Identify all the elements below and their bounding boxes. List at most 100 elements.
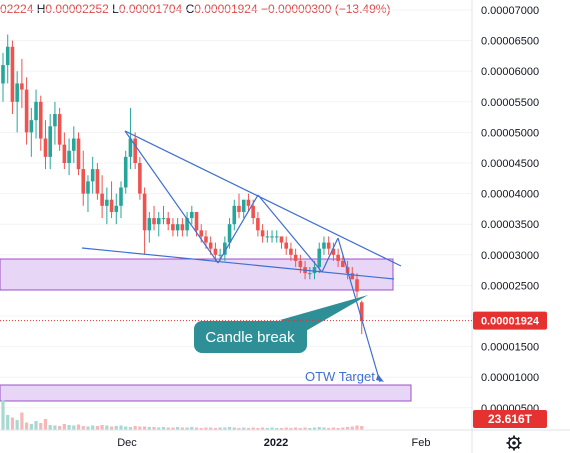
gear-icon[interactable]	[506, 435, 522, 451]
y-tick-label: 0.00005500	[481, 97, 539, 109]
last-price-text: 0.00001924	[481, 316, 540, 328]
candle-break-callout[interactable]: Candle break	[194, 295, 368, 353]
candle-body	[128, 138, 133, 157]
candle-body	[90, 169, 95, 182]
volume-bar	[232, 427, 236, 430]
volume-bar	[6, 415, 10, 430]
volume-bar	[303, 427, 307, 430]
candle-body	[119, 187, 123, 206]
y-tick-label: 0.00005000	[481, 127, 539, 139]
gear-tooth	[508, 445, 512, 449]
volume-bar	[91, 425, 95, 430]
volume-text: 23.616T	[488, 412, 533, 426]
volume-bar	[213, 428, 217, 430]
volume-bar	[161, 427, 166, 430]
volume-bar	[294, 427, 298, 430]
volume-bar	[218, 427, 222, 430]
candle-body	[175, 224, 180, 231]
candle-body	[237, 205, 241, 212]
volume-bar	[43, 419, 48, 430]
candle-body	[208, 242, 213, 249]
volume-bar	[298, 428, 302, 430]
candle-body	[86, 181, 90, 194]
candle-body	[100, 193, 104, 206]
volume-bar	[265, 428, 269, 430]
volume-bar	[227, 427, 232, 430]
candle-body	[180, 224, 185, 231]
time-axis[interactable]: Dec 2022 Feb	[117, 435, 522, 451]
ohlc-legend: 02224 H0.00002252 L0.00001704 C0.0000192…	[0, 2, 390, 16]
high-value: 0.00002252	[45, 2, 109, 16]
change-value: −0.00000300 (−13.49%)	[261, 2, 391, 16]
candle-body	[359, 302, 364, 321]
support-zones	[0, 258, 412, 402]
volume-bar	[209, 427, 213, 430]
gear-tooth	[516, 437, 520, 441]
candle-body	[5, 46, 10, 66]
volume-bar	[100, 425, 104, 430]
candle-body	[1, 65, 5, 84]
volume-bar	[25, 422, 29, 430]
volume-bar	[327, 428, 331, 430]
volume-bar	[72, 425, 76, 430]
candle-body	[218, 254, 222, 256]
candle-body	[62, 144, 67, 163]
candle-body	[114, 205, 119, 212]
y-tick-label: 0.00001500	[481, 342, 539, 354]
candle-body	[355, 279, 359, 292]
volume-bar	[275, 428, 279, 430]
volume-bar	[199, 428, 203, 430]
y-tick-label: 0.00001000	[481, 372, 539, 384]
volume-bar	[143, 426, 147, 430]
volume-bar	[242, 427, 246, 430]
volume-bar	[114, 426, 118, 430]
candle-body	[166, 218, 170, 225]
last-price-badge	[473, 311, 547, 330]
candle-body	[350, 273, 355, 280]
candle-body	[289, 248, 293, 255]
y-tick-label: 0.00002500	[481, 280, 539, 292]
wedge-leg-1	[124, 130, 219, 264]
volume-badge	[473, 410, 547, 428]
y-tick-label: 0.00006500	[481, 36, 539, 48]
candle-body	[246, 199, 251, 206]
candle-body	[298, 260, 303, 268]
volume-bar	[331, 427, 335, 430]
volume-bar	[124, 426, 128, 430]
volume-bar	[39, 423, 43, 430]
candle-body	[142, 193, 147, 231]
candle-body	[326, 242, 331, 249]
volume-bar	[190, 427, 194, 430]
wedge-leg-3	[257, 194, 323, 273]
volume-bar	[15, 420, 19, 430]
candle-body	[133, 138, 137, 163]
candle-body	[43, 138, 48, 157]
candle-body	[161, 218, 166, 220]
candle-body	[279, 236, 284, 243]
volume-bar	[171, 427, 175, 430]
volume-bar	[322, 427, 326, 430]
candle-body	[204, 236, 208, 243]
candle-body	[57, 114, 62, 145]
candle-body	[123, 156, 128, 188]
volume-bar	[133, 426, 137, 430]
candle-body	[156, 218, 161, 225]
candle-body	[24, 89, 29, 133]
candle-body	[10, 46, 15, 102]
close-value: 0.00001924	[194, 2, 258, 16]
candle-body	[317, 248, 322, 268]
candle-body	[284, 242, 288, 249]
volume-bar	[105, 425, 109, 430]
volume-bar	[312, 427, 317, 430]
volume-bar	[317, 427, 321, 430]
volume-bar	[20, 412, 24, 430]
volume-bar	[350, 426, 354, 430]
candle-body	[67, 150, 71, 163]
wedge-leg-2	[217, 194, 259, 264]
target-zone	[0, 384, 412, 402]
candle-body	[223, 242, 227, 255]
descending-resistance-line	[124, 130, 402, 267]
volume-bar	[34, 421, 38, 430]
